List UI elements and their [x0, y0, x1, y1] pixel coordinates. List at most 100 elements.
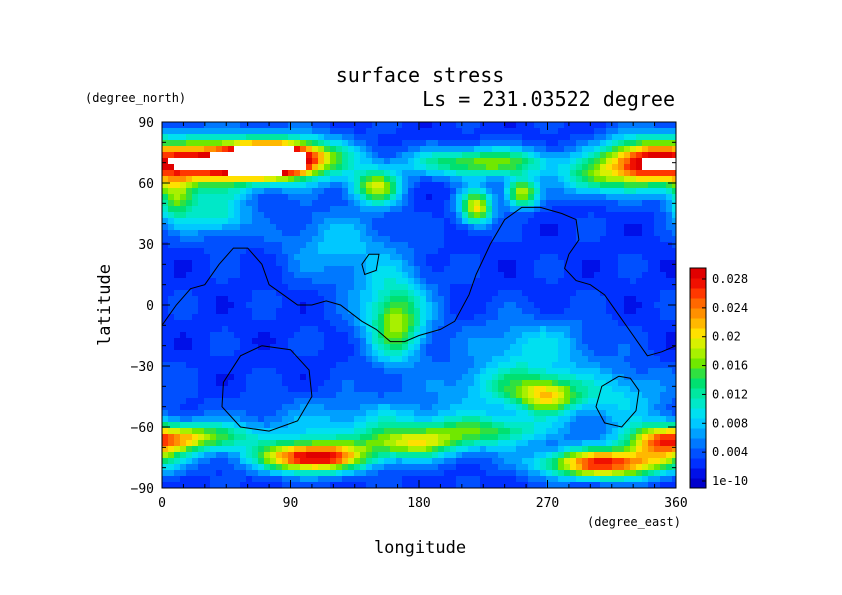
heatmap-cell — [234, 386, 241, 393]
heatmap-cell — [558, 218, 565, 225]
heatmap-cell — [456, 158, 463, 165]
heatmap-cell — [558, 170, 565, 177]
heatmap-cell — [498, 206, 505, 213]
heatmap-cell — [606, 296, 613, 303]
heatmap-cell — [672, 398, 676, 405]
heatmap-cell — [630, 164, 637, 171]
heatmap-cell — [522, 350, 529, 357]
heatmap-cell — [300, 122, 307, 129]
heatmap-cell — [480, 350, 487, 357]
heatmap-cell — [582, 392, 589, 399]
heatmap-cell — [588, 230, 595, 237]
heatmap-cell — [390, 446, 397, 453]
heatmap-cell — [420, 242, 427, 249]
heatmap-cell — [174, 248, 181, 255]
heatmap-cell — [552, 242, 559, 249]
heatmap-cell — [372, 194, 379, 201]
heatmap-cell — [282, 368, 289, 375]
heatmap-cell — [312, 230, 319, 237]
heatmap-cell — [558, 272, 565, 279]
heatmap-cell — [180, 416, 187, 423]
heatmap-cell — [480, 290, 487, 297]
heatmap-cell — [180, 392, 187, 399]
heatmap-cell — [216, 170, 223, 177]
heatmap-cell — [588, 410, 595, 417]
heatmap-cell — [408, 170, 415, 177]
heatmap-cell — [234, 152, 241, 159]
heatmap-cell — [570, 164, 577, 171]
heatmap-cell — [348, 386, 355, 393]
heatmap-cell — [552, 404, 559, 411]
heatmap-cell — [492, 188, 499, 195]
heatmap-cell — [234, 380, 241, 387]
heatmap-cell — [204, 260, 211, 267]
heatmap-cell — [444, 236, 451, 243]
heatmap-cell — [402, 380, 409, 387]
heatmap-cell — [342, 392, 349, 399]
heatmap-cell — [570, 134, 577, 141]
heatmap-cell — [516, 230, 523, 237]
heatmap-cell — [240, 440, 247, 447]
heatmap-cell — [666, 458, 673, 465]
heatmap-cell — [618, 278, 625, 285]
heatmap-cell — [462, 146, 469, 153]
heatmap-cell — [210, 296, 217, 303]
heatmap-cell — [654, 404, 661, 411]
heatmap-cell — [288, 236, 295, 243]
heatmap-cell — [522, 296, 529, 303]
heatmap-cell — [294, 224, 301, 231]
heatmap-cell — [582, 410, 589, 417]
heatmap-cell — [372, 158, 379, 165]
heatmap-cell — [612, 248, 619, 255]
heatmap-cell — [174, 278, 181, 285]
heatmap-cell — [258, 368, 265, 375]
heatmap-cell — [180, 434, 187, 441]
heatmap-cell — [660, 416, 667, 423]
heatmap-cell — [564, 452, 571, 459]
heatmap-cell — [582, 350, 589, 357]
heatmap-cell — [210, 326, 217, 333]
heatmap-cell — [288, 158, 295, 165]
heatmap-cell — [282, 266, 289, 273]
heatmap-cell — [264, 374, 271, 381]
heatmap-cell — [660, 338, 667, 345]
heatmap-cell — [558, 344, 565, 351]
heatmap-cell — [546, 356, 553, 363]
heatmap-cell — [318, 458, 325, 465]
heatmap-cell — [558, 332, 565, 339]
heatmap-cell — [390, 344, 397, 351]
heatmap-cell — [312, 272, 319, 279]
heatmap-cell — [216, 296, 223, 303]
heatmap-cell — [432, 170, 439, 177]
heatmap-cell — [240, 248, 247, 255]
heatmap-cell — [462, 404, 469, 411]
heatmap-cell — [396, 392, 403, 399]
heatmap-cell — [354, 458, 361, 465]
heatmap-cell — [486, 134, 493, 141]
heatmap-cell — [528, 266, 535, 273]
heatmap-cell — [540, 224, 547, 231]
heatmap-cell — [504, 452, 511, 459]
heatmap-cell — [294, 428, 301, 435]
heatmap-cell — [432, 410, 439, 417]
heatmap-cell — [228, 296, 235, 303]
heatmap-cell — [642, 440, 649, 447]
heatmap-cell — [186, 320, 193, 327]
heatmap-cell — [462, 194, 469, 201]
heatmap-cell — [312, 206, 319, 213]
heatmap-cell — [456, 266, 463, 273]
heatmap-cell — [210, 236, 217, 243]
heatmap-cell — [330, 362, 337, 369]
heatmap-cell — [372, 170, 379, 177]
heatmap-cell — [468, 248, 475, 255]
heatmap-cell — [474, 374, 481, 381]
heatmap-cell — [576, 152, 583, 159]
heatmap-cell — [414, 422, 421, 429]
heatmap-cell — [540, 278, 547, 285]
heatmap-cell — [504, 260, 511, 267]
heatmap-cell — [324, 386, 331, 393]
heatmap-cell — [366, 146, 373, 153]
heatmap-cell — [486, 434, 493, 441]
heatmap-cell — [210, 404, 217, 411]
heatmap-cell — [456, 302, 463, 309]
